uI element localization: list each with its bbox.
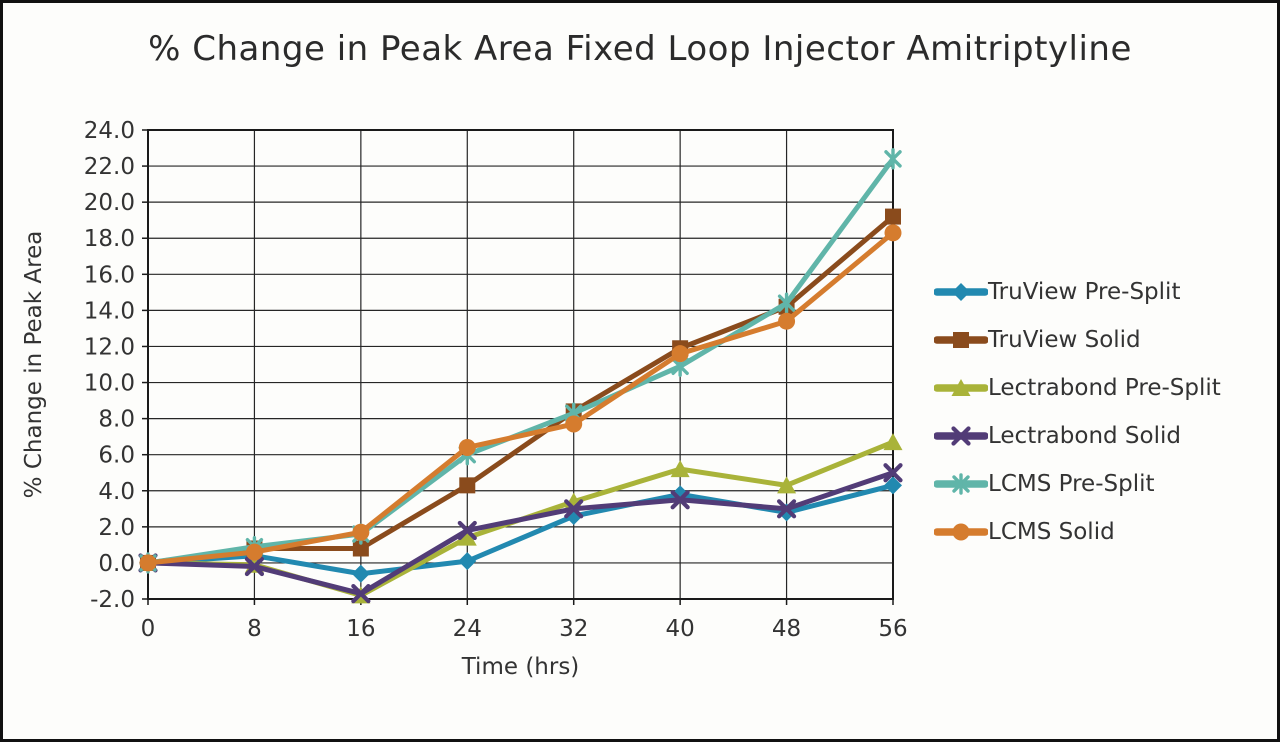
svg-text:4.0: 4.0	[98, 479, 135, 505]
square-marker-icon	[933, 328, 989, 352]
legend-item: LCMS Pre-Split	[933, 460, 1221, 508]
legend-item: TruView Solid	[933, 316, 1221, 364]
legend-item-label: TruView Pre-Split	[988, 279, 1181, 305]
legend-item-label: TruView Solid	[988, 327, 1141, 353]
x-marker-icon	[933, 424, 989, 448]
svg-text:2.0: 2.0	[98, 515, 135, 541]
legend-item-label: LCMS Solid	[988, 519, 1115, 545]
legend-item: Lectrabond Solid	[933, 412, 1221, 460]
svg-text:48: 48	[772, 616, 801, 642]
svg-text:12.0: 12.0	[84, 334, 135, 360]
x-axis-title: Time (hrs)	[461, 654, 580, 680]
legend-item: TruView Pre-Split	[933, 268, 1221, 316]
series-lcms-solid	[139, 224, 902, 572]
svg-text:-2.0: -2.0	[90, 587, 135, 613]
svg-text:16.0: 16.0	[84, 262, 135, 288]
svg-text:14.0: 14.0	[84, 298, 135, 324]
y-axis-tick-labels: 24.0 22.0 20.0 18.0 16.0 14.0 12.0 10.0 8.0 6.0 4.…	[84, 118, 135, 613]
svg-text:32: 32	[559, 616, 588, 642]
legend-item-label: Lectrabond Solid	[988, 423, 1181, 449]
svg-text:0: 0	[141, 616, 156, 642]
x-axis-tick-labels: 0 8 16 24 32 40 48 56	[141, 616, 908, 642]
legend-item-label: Lectrabond Pre-Split	[988, 375, 1221, 401]
svg-text:56: 56	[878, 616, 907, 642]
svg-text:40: 40	[666, 616, 695, 642]
svg-text:20.0: 20.0	[84, 190, 135, 216]
gridlines	[147, 129, 894, 600]
asterisk-marker-icon	[933, 472, 989, 496]
svg-text:24.0: 24.0	[84, 118, 135, 144]
legend-item: Lectrabond Pre-Split	[933, 364, 1221, 412]
y-axis-title: % Change in Peak Area	[21, 231, 47, 499]
svg-text:24: 24	[453, 616, 482, 642]
svg-text:0.0: 0.0	[98, 551, 135, 577]
svg-text:8.0: 8.0	[98, 407, 135, 433]
series-lectrabond-solid	[138, 463, 903, 604]
triangle-marker-icon	[933, 376, 989, 400]
circle-marker-icon	[933, 520, 989, 544]
legend-item: LCMS Solid	[933, 508, 1221, 556]
svg-text:16: 16	[346, 616, 375, 642]
svg-text:8: 8	[247, 616, 262, 642]
line-chart-plot: 24.0 22.0 20.0 18.0 16.0 14.0 12.0 10.0 8.0 6.0 4.…	[21, 118, 908, 680]
diamond-marker-icon	[933, 280, 989, 304]
svg-text:10.0: 10.0	[84, 371, 135, 397]
plot-border	[147, 129, 894, 600]
legend-item-label: LCMS Pre-Split	[988, 471, 1155, 497]
svg-text:6.0: 6.0	[98, 443, 135, 469]
chart-title: % Change in Peak Area Fixed Loop Injecto…	[148, 29, 1132, 69]
svg-text:18.0: 18.0	[84, 226, 135, 252]
svg-text:22.0: 22.0	[84, 154, 135, 180]
legend: TruView Pre-Split TruView Solid Lectrabo…	[933, 268, 1221, 556]
